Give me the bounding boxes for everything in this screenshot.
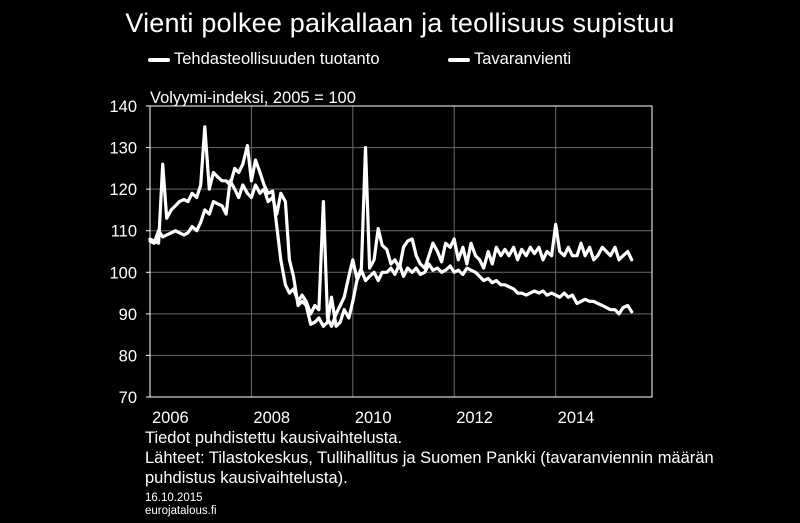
y-tick-label: 100 — [109, 264, 137, 282]
y-tick-label: 80 — [119, 347, 137, 365]
note-line-2: Lähteet: Tilastokeskus, Tullihallitus ja… — [145, 449, 714, 467]
note-line-3: puhdistus kausivaihtelusta). — [145, 469, 348, 487]
legend-item-tehdasteollisuus: Tehdasteollisuuden tuotanto — [148, 50, 380, 69]
legend-label: Tehdasteollisuuden tuotanto — [174, 50, 380, 68]
y-tick-label: 140 — [109, 98, 137, 116]
legend-item-tavaranvienti: Tavaranvienti — [448, 50, 571, 69]
x-tick-label: 2014 — [558, 409, 595, 427]
y-tick-label: 90 — [119, 306, 137, 324]
y-unit-label: Volyymi-indeksi, 2005 = 100 — [150, 89, 356, 107]
y-tick-label: 70 — [119, 389, 137, 407]
series-line-0 — [148, 179, 634, 328]
note-line-1: Tiedot puhdistettu kausivaihtelusta. — [145, 429, 403, 447]
x-tick-label: 2012 — [456, 409, 493, 427]
chart-title: Vienti polkee paikallaan ja teollisuus s… — [125, 8, 675, 38]
y-tick-label: 120 — [109, 181, 137, 199]
source-site: eurojatalous.fi — [145, 505, 217, 517]
axis-layer: 70 80 90 100 110 120 130 140 2006 2008 2010 2012 201… — [109, 98, 653, 427]
x-tick-label: 2008 — [253, 409, 290, 427]
y-tick-label: 110 — [111, 223, 137, 241]
legend-line-icon — [148, 57, 170, 62]
legend-line-icon — [448, 57, 470, 62]
x-tick-label: 2010 — [355, 409, 392, 427]
legend-label: Tavaranvienti — [474, 50, 572, 68]
notes: Tiedot puhdistettu kausivaihtelusta. Läh… — [145, 428, 714, 488]
publication-date: 16.10.2015 — [145, 492, 203, 504]
series-layer — [148, 125, 634, 328]
plot-frame — [149, 105, 653, 398]
y-tick-label: 130 — [109, 140, 137, 158]
series-line-1 — [148, 125, 634, 328]
x-tick-label: 2006 — [152, 409, 189, 427]
